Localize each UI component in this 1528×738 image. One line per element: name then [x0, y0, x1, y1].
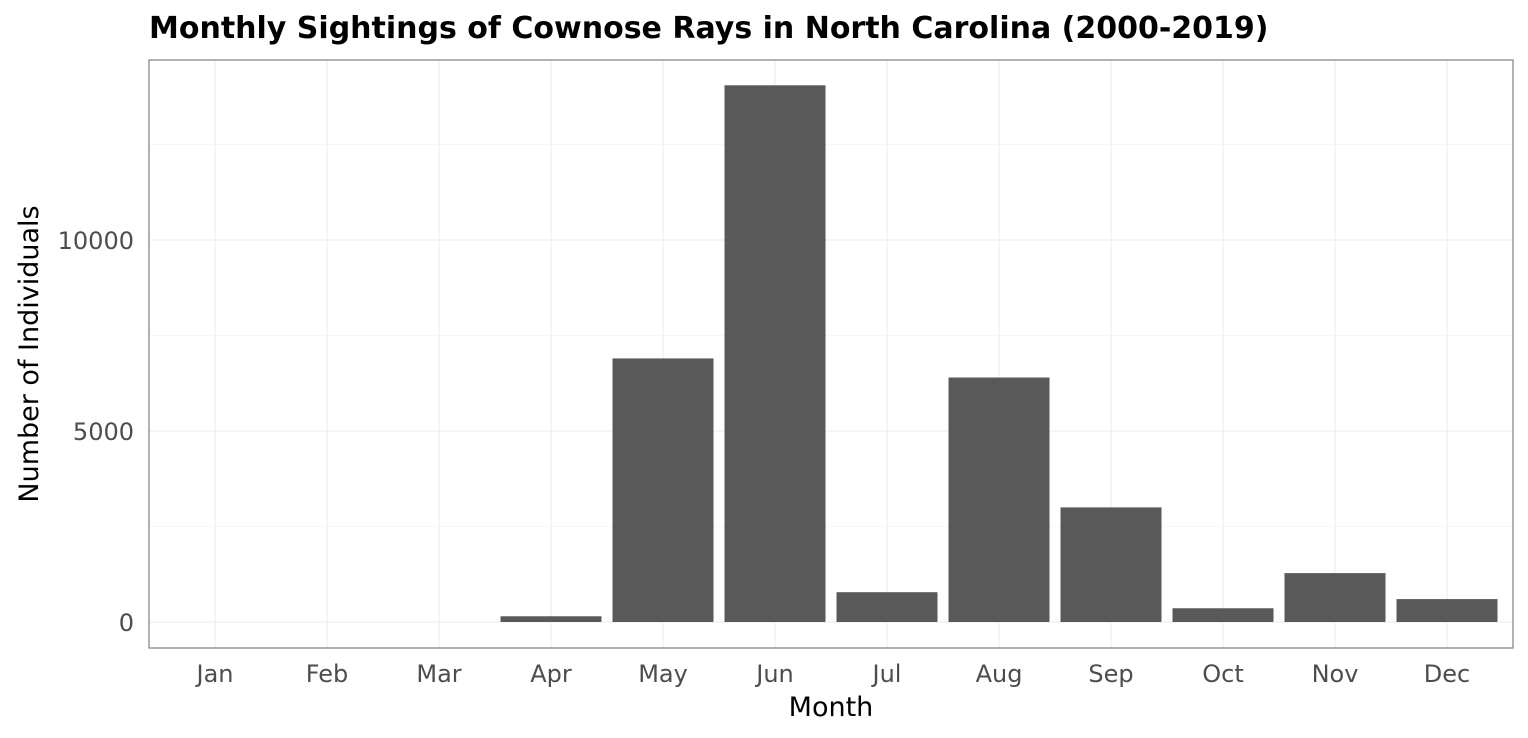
- grid: [149, 60, 1513, 648]
- bar-dec: [1396, 599, 1498, 622]
- bar-sep: [1060, 507, 1162, 622]
- bar-nov: [1284, 573, 1386, 622]
- x-tick-label: Aug: [976, 660, 1023, 688]
- x-tick-label: Sep: [1088, 660, 1133, 688]
- x-tick-label: Nov: [1312, 660, 1359, 688]
- y-axis-title: Number of Individuals: [14, 205, 45, 502]
- x-tick-label: Dec: [1424, 660, 1470, 688]
- chart-title: Monthly Sightings of Cownose Rays in Nor…: [149, 11, 1269, 46]
- plot-panel-border: [148, 59, 1514, 649]
- x-tick-label: Mar: [416, 660, 461, 688]
- x-tick-label: Jun: [754, 660, 794, 688]
- x-axis-title: Month: [789, 692, 874, 723]
- bar-oct: [1172, 608, 1274, 622]
- y-tick-label: 5000: [73, 418, 134, 446]
- x-tick-label: Jan: [195, 660, 234, 688]
- x-tick-label: Feb: [306, 660, 349, 688]
- y-tick-label: 10000: [58, 227, 134, 255]
- bar-may: [612, 358, 714, 622]
- bars: [500, 85, 1498, 623]
- bar-jun: [724, 85, 826, 623]
- bar-jul: [836, 592, 938, 622]
- x-tick-label: Jul: [871, 660, 902, 688]
- bar-aug: [948, 377, 1050, 622]
- bar-apr: [500, 616, 602, 622]
- y-axis-ticks: 0 5000 10000: [58, 227, 134, 637]
- x-tick-label: Oct: [1202, 660, 1244, 688]
- x-tick-label: Apr: [530, 660, 572, 688]
- y-tick-label: 0: [119, 609, 134, 637]
- x-axis-ticks: Jan Feb Mar Apr May Jun Jul Aug Sep Oct Nov Dec: [195, 660, 1471, 688]
- x-tick-label: May: [638, 660, 688, 688]
